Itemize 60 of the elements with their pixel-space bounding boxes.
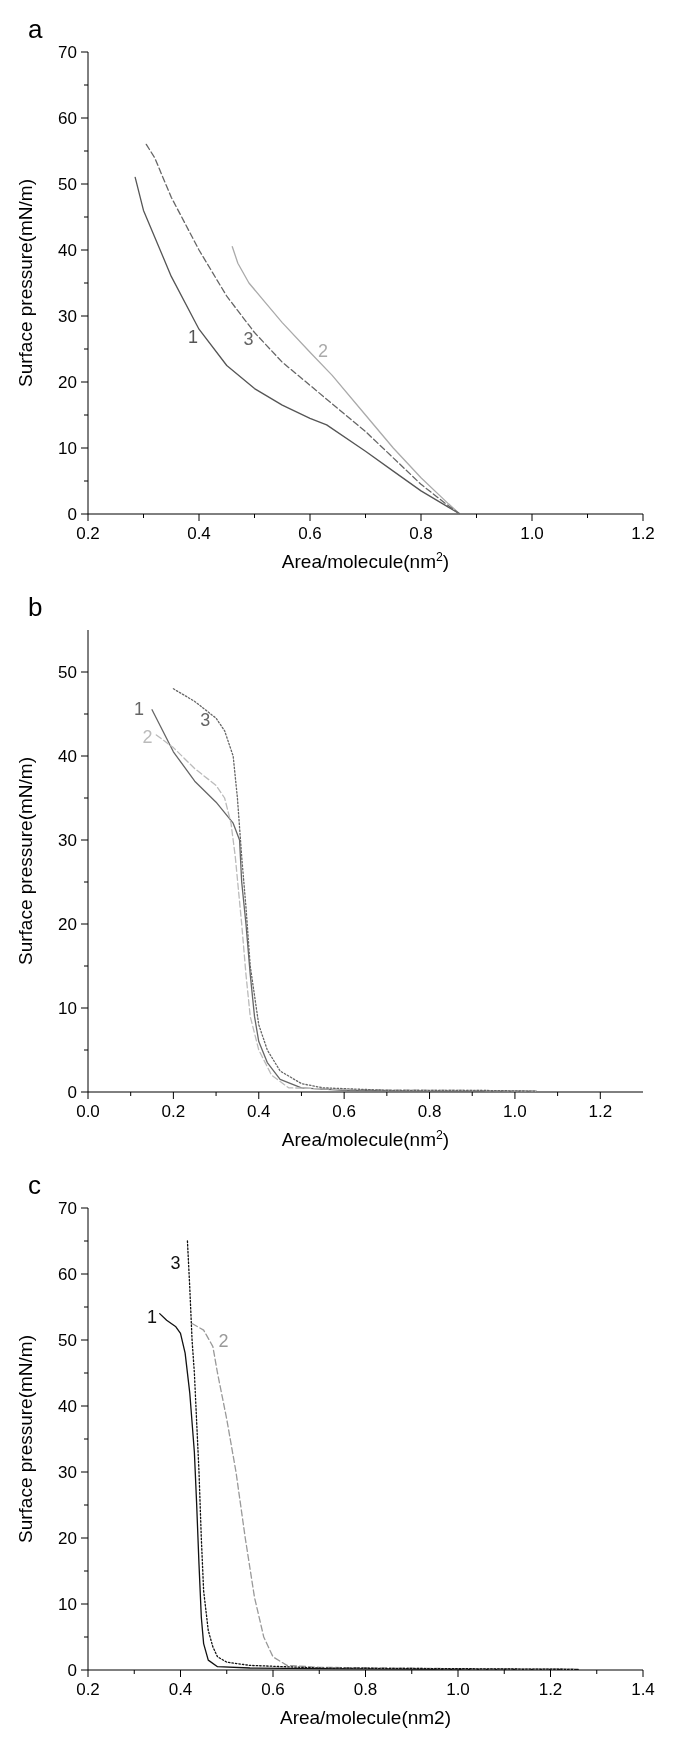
- y-axis-title: Surface pressure(mN/m): [15, 1335, 36, 1543]
- series-label: 2: [317, 341, 329, 362]
- series-label: 1: [134, 698, 145, 719]
- series-label: 2: [142, 726, 153, 747]
- x-tick-label: 0.8: [409, 524, 433, 543]
- x-tick-label: 1.0: [520, 524, 544, 543]
- y-tick-label: 50: [58, 175, 77, 194]
- x-tick-label: 0.8: [353, 1680, 378, 1699]
- series-label: 1: [146, 1307, 157, 1328]
- series-label: 3: [170, 1252, 181, 1273]
- y-tick-label: 0: [67, 505, 77, 524]
- series-label: 2: [218, 1331, 229, 1352]
- series-label: 3: [243, 328, 254, 349]
- y-tick-label: 60: [58, 109, 77, 128]
- x-tick-label: 1.4: [631, 1680, 655, 1699]
- x-tick-label: 0.6: [261, 1680, 285, 1699]
- x-axis-title: Area/molecule(nm$^{2}$): [281, 550, 450, 572]
- y-tick-label: 50: [58, 1331, 77, 1350]
- x-tick-label: 0.4: [246, 1102, 271, 1121]
- y-tick-label: 40: [58, 1397, 77, 1416]
- series-label: 1: [187, 327, 198, 348]
- y-tick-label: 20: [58, 373, 77, 392]
- series-label: 3: [200, 710, 211, 731]
- x-tick-label: 1.0: [446, 1680, 470, 1699]
- chart-title: c: [28, 1170, 41, 1200]
- x-tick-label: 0.4: [168, 1680, 193, 1699]
- y-tick-label: 30: [58, 307, 77, 326]
- y-axis-title: Surface pressure(mN/m): [15, 757, 36, 965]
- x-tick-label: 0.0: [76, 1102, 100, 1121]
- chart-title: a: [28, 14, 43, 44]
- x-tick-label: 1.2: [588, 1102, 613, 1121]
- x-tick-label: 0.4: [187, 524, 211, 543]
- chart-title: b: [28, 592, 43, 622]
- x-tick-label: 0.2: [161, 1102, 186, 1121]
- y-tick-label: 40: [58, 241, 77, 260]
- x-axis-title: Area/molecule(nm2): [279, 1707, 452, 1728]
- x-axis-title: Area/molecule(nm$^{2}$): [281, 1128, 450, 1150]
- y-tick-label: 70: [58, 43, 77, 62]
- y-tick-label: 30: [58, 831, 77, 850]
- y-tick-label: 50: [58, 663, 77, 682]
- y-tick-label: 0: [67, 1661, 77, 1680]
- x-tick-label: 0.6: [298, 524, 322, 543]
- y-tick-label: 10: [58, 439, 77, 458]
- y-tick-label: 40: [58, 747, 77, 766]
- x-tick-label: 0.8: [417, 1102, 442, 1121]
- x-tick-label: 0.2: [76, 1680, 100, 1699]
- y-tick-label: 0: [67, 1083, 77, 1102]
- y-tick-label: 10: [58, 999, 77, 1018]
- x-tick-label: 1.2: [631, 524, 655, 543]
- y-tick-label: 30: [58, 1463, 77, 1482]
- y-axis-title: Surface pressure(mN/m): [15, 179, 36, 387]
- y-tick-label: 10: [58, 1595, 77, 1614]
- y-tick-label: 20: [58, 1529, 77, 1548]
- y-tick-label: 70: [58, 1199, 77, 1218]
- x-tick-label: 1.2: [538, 1680, 563, 1699]
- x-tick-label: 0.6: [332, 1102, 356, 1121]
- y-tick-label: 20: [58, 915, 77, 934]
- x-tick-label: 1.0: [503, 1102, 527, 1121]
- y-tick-label: 60: [58, 1265, 77, 1284]
- x-tick-label: 0.2: [76, 524, 100, 543]
